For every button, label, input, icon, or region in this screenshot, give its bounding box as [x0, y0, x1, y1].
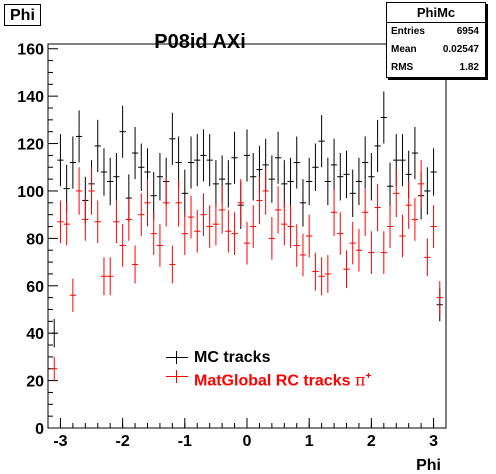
- legend-marker-rc: [166, 370, 188, 383]
- y-tick-label: 20: [26, 374, 44, 391]
- legend-label-mc: MC tracks: [194, 349, 271, 366]
- x-tick-label: 3: [429, 433, 438, 450]
- series-mc-tracks: [51, 91, 443, 348]
- stats-value: 6954: [456, 26, 479, 37]
- x-axis-label: Phi: [416, 457, 441, 474]
- stats-box: PhiMc Entries 6954 Mean 0.02547 RMS 1.82: [386, 2, 486, 78]
- legend-marker-mc: [166, 351, 188, 364]
- x-tick-label: 0: [243, 433, 252, 450]
- legend-label-rc-particle: π: [354, 370, 366, 390]
- stats-label: Mean: [391, 44, 417, 55]
- histogram-title: Phi: [10, 7, 35, 24]
- y-tick-label: 140: [17, 89, 44, 106]
- stats-row-rms: RMS 1.82: [387, 59, 485, 77]
- y-tick-label: 100: [17, 184, 44, 201]
- y-tick-label: 40: [26, 326, 44, 343]
- x-tick-label: -1: [178, 433, 192, 450]
- x-tick-label: -2: [116, 433, 130, 450]
- stats-row-mean: Mean 0.02547: [387, 41, 485, 59]
- x-tick-label: 1: [305, 433, 314, 450]
- stats-label: Entries: [391, 26, 425, 37]
- y-tick-label: 0: [35, 421, 44, 438]
- y-tick-label: 60: [26, 279, 44, 296]
- x-tick-label: -3: [53, 433, 67, 450]
- y-tick-label: 120: [17, 137, 44, 154]
- legend-label-rc: MatGlobal RC tracks: [194, 372, 355, 390]
- stats-label: RMS: [391, 62, 414, 73]
- stats-value: 0.02547: [442, 44, 479, 55]
- legend-label-rc-sup: +: [365, 371, 372, 382]
- y-tick-label: 80: [26, 231, 44, 248]
- legend-entry-mc: MC tracks: [166, 348, 371, 367]
- plot-title: P08id AXi: [154, 31, 246, 53]
- stats-value: 1.82: [459, 62, 479, 73]
- series-rc-tracks: [51, 160, 443, 381]
- histogram-title-box: Phi: [4, 4, 41, 26]
- stats-box-name: PhiMc: [387, 3, 485, 23]
- stats-row-entries: Entries 6954: [387, 23, 485, 41]
- legend: MC tracks MatGlobal RC tracks π+: [166, 348, 372, 390]
- legend-entry-rc: MatGlobal RC tracks π+: [166, 367, 372, 390]
- x-tick-label: 2: [367, 433, 376, 450]
- y-tick-label: 160: [17, 42, 44, 59]
